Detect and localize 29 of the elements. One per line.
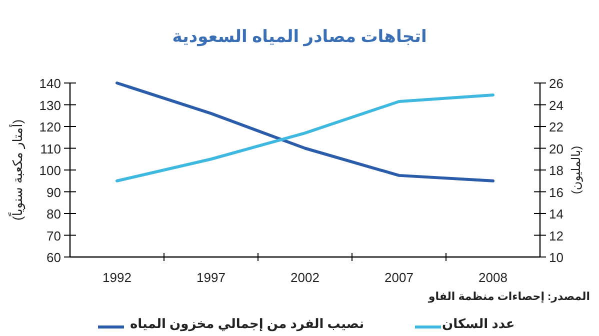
chart-title: اتجاهات مصادر المياه السعودية xyxy=(172,27,427,47)
y-tick-label: 120 xyxy=(39,120,61,134)
x-tick-label: 2007 xyxy=(384,270,414,285)
legend-label: عدد السكان xyxy=(442,316,515,331)
y2-tick-label: 12 xyxy=(549,228,564,244)
y2-tick-label: 26 xyxy=(549,76,564,91)
x-tick-label: 1992 xyxy=(102,270,132,285)
y2-tick-label: 10 xyxy=(549,250,564,265)
y-axis-title: (أمتار مكعبة سنوياً) xyxy=(8,119,26,221)
y-tick-label: 70 xyxy=(46,228,61,244)
y-tick-label: 60 xyxy=(46,250,61,265)
text: المصدر: إحصاءات منظمة الفاو xyxy=(427,291,590,303)
y2-tick-label: 20 xyxy=(549,141,564,156)
y-tick-label: 130 xyxy=(39,98,61,113)
y2-tick-label: 14 xyxy=(549,206,564,222)
legend-label: نصيب الفرد من إجمالي مخزون المياه xyxy=(130,316,364,332)
y-tick-label: 140 xyxy=(39,76,61,91)
y-tick-label: 100 xyxy=(39,163,61,178)
x-tick-label: 1997 xyxy=(196,270,226,285)
y2-tick-label: 24 xyxy=(549,98,564,113)
y2-tick-label: 16 xyxy=(549,184,564,200)
y-tick-label: 90 xyxy=(46,184,61,200)
y2-tick-label: 18 xyxy=(549,163,564,178)
y2-axis-title: (بالمليون) xyxy=(569,146,583,194)
y-tick-label: 80 xyxy=(46,206,61,222)
x-tick-label: 2002 xyxy=(290,270,320,285)
x-tick-label: 2008 xyxy=(478,270,508,285)
y-tick-label: 110 xyxy=(40,141,61,156)
y2-tick-label: 22 xyxy=(549,120,564,134)
